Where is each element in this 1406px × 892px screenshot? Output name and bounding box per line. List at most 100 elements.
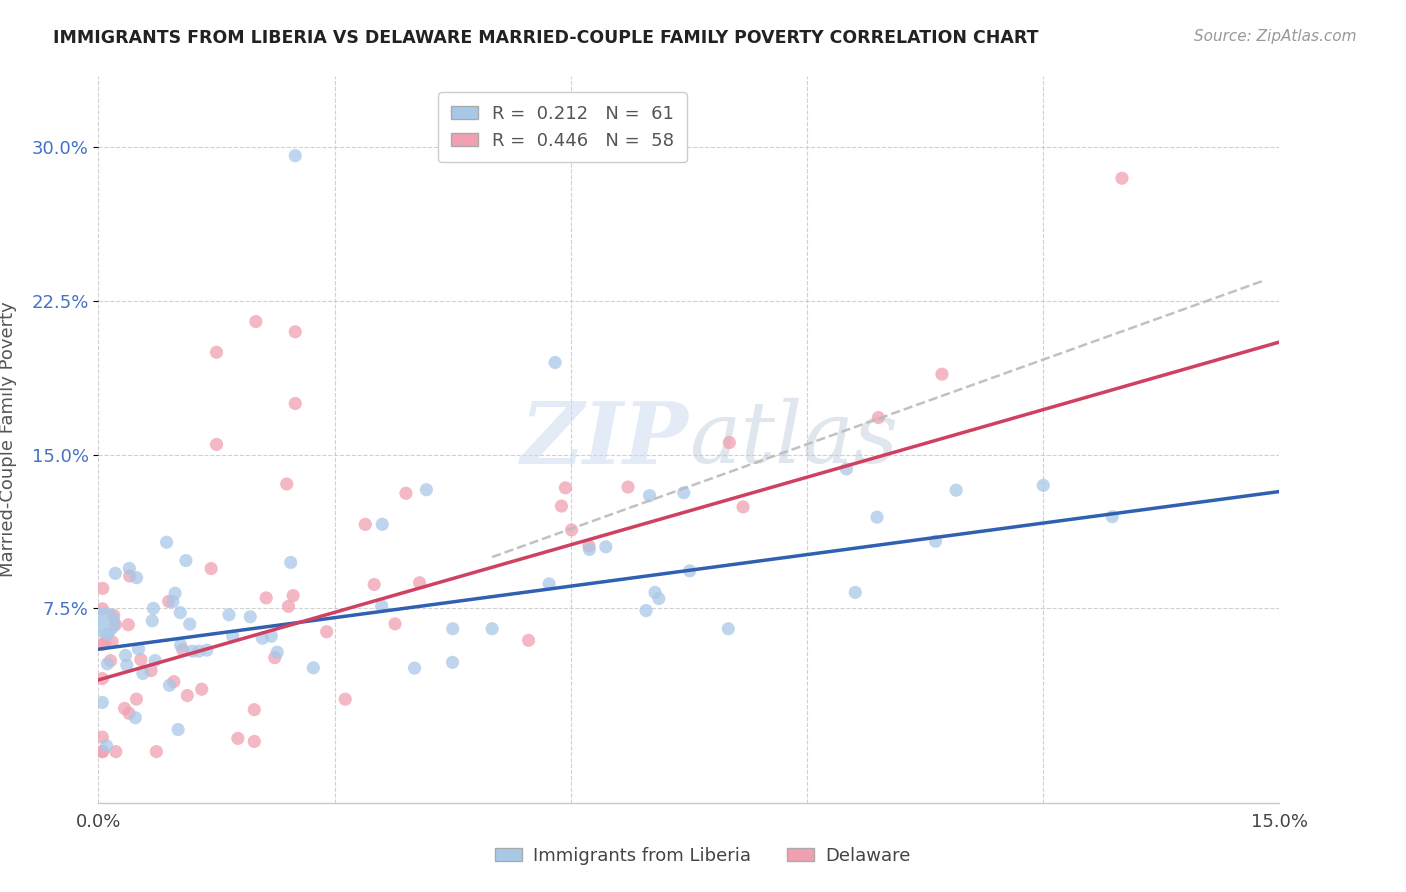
- Point: [169, 638, 191, 652]
- Point: [176, 689, 198, 703]
- Point: [167, 723, 190, 737]
- Point: [159, 678, 181, 692]
- Point: [226, 731, 249, 746]
- Point: [550, 499, 572, 513]
- Point: [924, 534, 946, 549]
- Text: atlas: atlas: [689, 398, 898, 481]
- Point: [638, 489, 661, 503]
- Point: [91, 602, 114, 616]
- Point: [363, 577, 385, 591]
- Point: [96, 739, 118, 753]
- Point: [181, 644, 204, 658]
- Point: [205, 437, 228, 451]
- Point: [187, 644, 209, 658]
- Point: [266, 645, 288, 659]
- Point: [284, 396, 307, 410]
- Point: [595, 540, 617, 554]
- Point: [118, 706, 141, 721]
- Point: [648, 591, 671, 606]
- Point: [93, 636, 115, 650]
- Point: [284, 149, 307, 163]
- Point: [517, 633, 540, 648]
- Text: ZIP: ZIP: [522, 398, 689, 481]
- Point: [835, 462, 858, 476]
- Point: [96, 657, 118, 671]
- Point: [335, 692, 357, 706]
- Point: [104, 566, 127, 581]
- Point: [115, 658, 138, 673]
- Point: [672, 485, 695, 500]
- Point: [302, 661, 325, 675]
- Point: [155, 535, 177, 549]
- Point: [169, 606, 191, 620]
- Point: [179, 617, 201, 632]
- Point: [222, 629, 245, 643]
- Legend: R =  0.212   N =  61, R =  0.446   N =  58: R = 0.212 N = 61, R = 0.446 N = 58: [439, 92, 688, 162]
- Point: [97, 627, 120, 641]
- Point: [91, 582, 114, 596]
- Point: [141, 614, 163, 628]
- Point: [218, 607, 240, 622]
- Point: [104, 745, 127, 759]
- Point: [544, 355, 567, 369]
- Point: [125, 571, 148, 585]
- Point: [91, 745, 114, 759]
- Point: [132, 666, 155, 681]
- Point: [281, 589, 304, 603]
- Point: [104, 617, 127, 632]
- Point: [205, 345, 228, 359]
- Point: [162, 594, 184, 608]
- Point: [408, 575, 430, 590]
- Point: [128, 642, 150, 657]
- Point: [117, 617, 139, 632]
- Point: [844, 585, 866, 599]
- Point: [284, 325, 307, 339]
- Point: [100, 654, 122, 668]
- Point: [118, 561, 141, 575]
- Point: [561, 523, 583, 537]
- Point: [245, 314, 267, 328]
- Point: [124, 711, 146, 725]
- Point: [174, 553, 197, 567]
- Point: [354, 517, 377, 532]
- Point: [1111, 171, 1133, 186]
- Point: [91, 730, 114, 744]
- Point: [868, 410, 890, 425]
- Point: [118, 569, 141, 583]
- Point: [139, 664, 162, 678]
- Point: [195, 643, 218, 657]
- Point: [1101, 509, 1123, 524]
- Point: [384, 616, 406, 631]
- Point: [578, 542, 600, 557]
- Point: [165, 586, 187, 600]
- Point: [239, 609, 262, 624]
- Point: [91, 672, 114, 686]
- Text: Source: ZipAtlas.com: Source: ZipAtlas.com: [1194, 29, 1357, 44]
- Point: [93, 615, 115, 630]
- Y-axis label: Married-Couple Family Poverty: Married-Couple Family Poverty: [0, 301, 17, 577]
- Point: [731, 500, 754, 514]
- Point: [441, 656, 464, 670]
- Point: [370, 599, 392, 613]
- Point: [243, 703, 266, 717]
- Point: [91, 638, 114, 652]
- Point: [315, 624, 337, 639]
- Point: [931, 367, 953, 381]
- Point: [679, 564, 702, 578]
- Point: [114, 648, 136, 663]
- Point: [395, 486, 418, 500]
- Point: [277, 599, 299, 614]
- Point: [101, 634, 124, 648]
- Point: [190, 682, 212, 697]
- Point: [143, 654, 166, 668]
- Point: [280, 556, 302, 570]
- Point: [91, 695, 114, 709]
- Point: [276, 477, 298, 491]
- Point: [163, 674, 186, 689]
- Point: [717, 622, 740, 636]
- Text: IMMIGRANTS FROM LIBERIA VS DELAWARE MARRIED-COUPLE FAMILY POVERTY CORRELATION CH: IMMIGRANTS FROM LIBERIA VS DELAWARE MARR…: [53, 29, 1039, 46]
- Point: [200, 561, 222, 575]
- Point: [644, 585, 666, 599]
- Point: [252, 631, 274, 645]
- Point: [172, 642, 194, 657]
